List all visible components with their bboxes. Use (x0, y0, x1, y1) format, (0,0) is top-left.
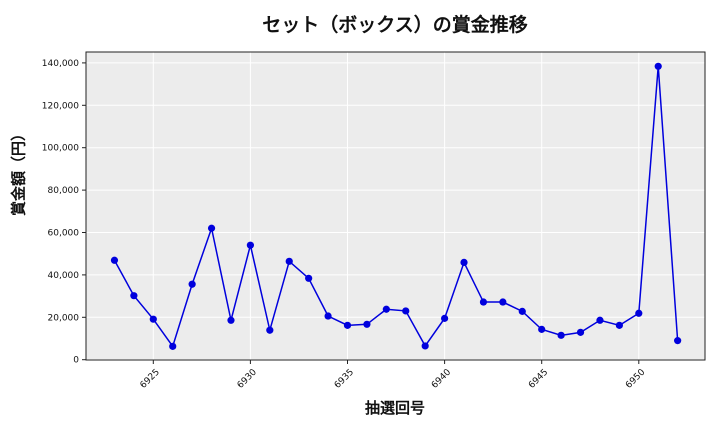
data-point (382, 305, 390, 313)
data-point (227, 316, 235, 324)
data-point (363, 320, 371, 328)
y-tick-label: 80,000 (48, 186, 80, 196)
x-tick-label: 6940 (430, 367, 453, 390)
series-line (113, 66, 679, 349)
y-tick-label: 0 (73, 356, 79, 366)
chart-title: セット（ボックス）の賞金推移 (262, 14, 528, 36)
data-point (305, 274, 313, 282)
data-point (654, 62, 662, 70)
data-point (402, 307, 410, 315)
data-point (615, 321, 623, 329)
y-axis-ticks: 0 20,000 40,000 60,000 80,000 100,000 120,000 1… (42, 59, 86, 366)
x-tick-label: 6930 (236, 367, 259, 390)
y-tick-label: 60,000 (48, 229, 80, 239)
x-tick-label: 6950 (624, 367, 647, 390)
x-tick-label: 6945 (527, 368, 550, 391)
data-point (518, 307, 526, 315)
y-tick-label: 40,000 (48, 271, 80, 281)
data-point (460, 258, 468, 266)
data-point (479, 298, 488, 306)
data-point (266, 326, 274, 334)
data-point (674, 337, 682, 345)
y-tick-label: 140,000 (42, 59, 79, 69)
x-axis-ticks: 6925 6930 6935 6940 6945 6950 (139, 360, 648, 391)
data-point (421, 342, 429, 350)
data-point (576, 328, 585, 336)
data-point (635, 309, 643, 317)
data-point (441, 314, 449, 322)
data-point (324, 312, 332, 320)
data-point (110, 256, 119, 264)
data-point (499, 298, 507, 306)
y-tick-label: 100,000 (42, 144, 79, 154)
plot-area (86, 52, 705, 360)
data-point (188, 280, 196, 288)
data-series (110, 62, 682, 350)
data-point (538, 325, 546, 333)
data-point (285, 257, 293, 265)
plot-frame (85, 51, 706, 361)
data-point (130, 292, 138, 300)
data-point (557, 331, 565, 339)
data-point (169, 342, 177, 350)
data-point (596, 316, 604, 324)
y-tick-label: 120,000 (42, 101, 79, 111)
x-tick-label: 6935 (333, 368, 356, 391)
y-tick-label: 20,000 (48, 313, 80, 323)
data-point (343, 321, 352, 329)
data-point (149, 315, 157, 323)
data-point (207, 224, 216, 232)
x-tick-label: 6925 (139, 368, 162, 391)
x-axis-label: 抽選回号 (364, 399, 426, 417)
data-point (246, 241, 254, 249)
